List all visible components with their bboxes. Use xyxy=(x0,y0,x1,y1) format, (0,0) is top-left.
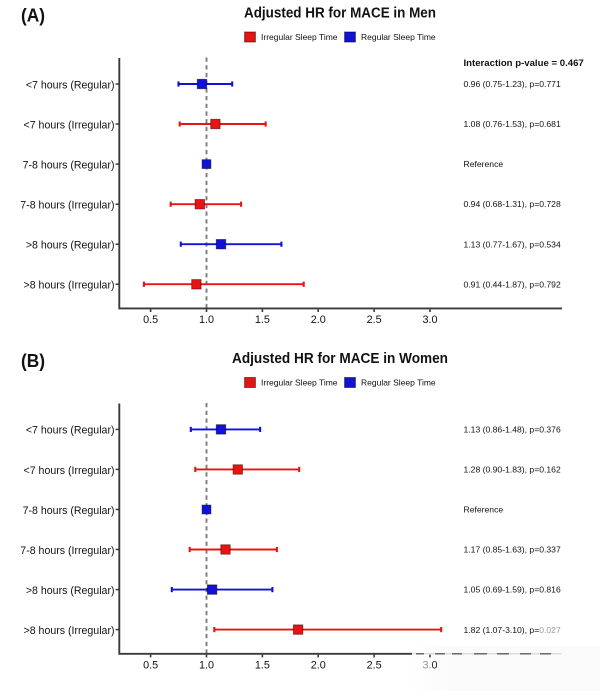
svg-text:>8 hours (Irregular): >8 hours (Irregular) xyxy=(24,625,115,637)
svg-text:0.96 (0.75-1.23), p=0.771: 0.96 (0.75-1.23), p=0.771 xyxy=(464,79,561,89)
svg-text:<7 hours (Regular): <7 hours (Regular) xyxy=(26,425,115,437)
svg-text:Adjusted HR for MACE in Women: Adjusted HR for MACE in Women xyxy=(232,350,448,367)
svg-text:0.5: 0.5 xyxy=(143,659,158,671)
svg-text:2.0: 2.0 xyxy=(311,314,326,326)
svg-text:(A): (A) xyxy=(21,5,45,26)
svg-text:Irregular Sleep Time: Irregular Sleep Time xyxy=(261,32,338,42)
svg-text:>8 hours (Irregular): >8 hours (Irregular) xyxy=(24,280,115,292)
svg-text:7-8 hours (Irregular): 7-8 hours (Irregular) xyxy=(20,545,114,557)
svg-text:1.17 (0.85-1.63), p=0.337: 1.17 (0.85-1.63), p=0.337 xyxy=(464,545,561,555)
svg-text:Adjusted HR for MACE in Men: Adjusted HR for MACE in Men xyxy=(244,5,436,22)
svg-text:1.05 (0.69-1.59), p=0.816: 1.05 (0.69-1.59), p=0.816 xyxy=(464,585,561,595)
svg-text:1.5: 1.5 xyxy=(255,659,270,671)
svg-text:1.5: 1.5 xyxy=(255,314,270,326)
svg-text:1.0: 1.0 xyxy=(199,659,214,671)
svg-text:2.5: 2.5 xyxy=(367,314,382,326)
svg-text:7-8 hours (Regular): 7-8 hours (Regular) xyxy=(23,505,115,517)
svg-text:0.94 (0.68-1.31), p=0.728: 0.94 (0.68-1.31), p=0.728 xyxy=(464,199,561,209)
svg-text:3.0: 3.0 xyxy=(422,314,437,326)
svg-text:1.28 (0.90-1.83), p=0.162: 1.28 (0.90-1.83), p=0.162 xyxy=(464,465,561,475)
svg-text:1.0: 1.0 xyxy=(199,314,214,326)
svg-text:Reference: Reference xyxy=(464,505,504,515)
svg-text:Irregular Sleep Time: Irregular Sleep Time xyxy=(261,378,338,388)
svg-text:>8 hours (Regular): >8 hours (Regular) xyxy=(26,240,115,252)
svg-text:2.5: 2.5 xyxy=(367,659,382,671)
svg-text:1.82 (1.07-3.10), p=0.027: 1.82 (1.07-3.10), p=0.027 xyxy=(464,625,561,635)
svg-text:(B): (B) xyxy=(21,350,45,371)
svg-text:<7 hours (Irregular): <7 hours (Irregular) xyxy=(24,465,115,477)
svg-text:1.13 (0.86-1.48), p=0.376: 1.13 (0.86-1.48), p=0.376 xyxy=(464,425,561,435)
svg-text:<7 hours (Regular): <7 hours (Regular) xyxy=(26,79,115,91)
svg-text:1.08 (0.76-1.53), p=0.681: 1.08 (0.76-1.53), p=0.681 xyxy=(464,119,561,129)
svg-text:>8 hours (Regular): >8 hours (Regular) xyxy=(26,585,115,597)
svg-text:Interaction p-value = 0.467: Interaction p-value = 0.467 xyxy=(464,58,584,69)
svg-text:1.13 (0.77-1.67), p=0.534: 1.13 (0.77-1.67), p=0.534 xyxy=(464,239,561,249)
svg-text:<7 hours (Irregular): <7 hours (Irregular) xyxy=(24,119,115,131)
svg-text:Reference: Reference xyxy=(464,159,504,169)
svg-text:7-8 hours (Regular): 7-8 hours (Regular) xyxy=(23,159,115,171)
svg-text:0.91 (0.44-1.87), p=0.792: 0.91 (0.44-1.87), p=0.792 xyxy=(464,279,561,289)
svg-text:0.5: 0.5 xyxy=(143,314,158,326)
svg-text:Regular Sleep Time: Regular Sleep Time xyxy=(361,32,436,42)
svg-text:2.0: 2.0 xyxy=(311,659,326,671)
svg-text:Regular Sleep Time: Regular Sleep Time xyxy=(361,378,436,388)
svg-text:7-8 hours (Irregular): 7-8 hours (Irregular) xyxy=(20,200,114,212)
